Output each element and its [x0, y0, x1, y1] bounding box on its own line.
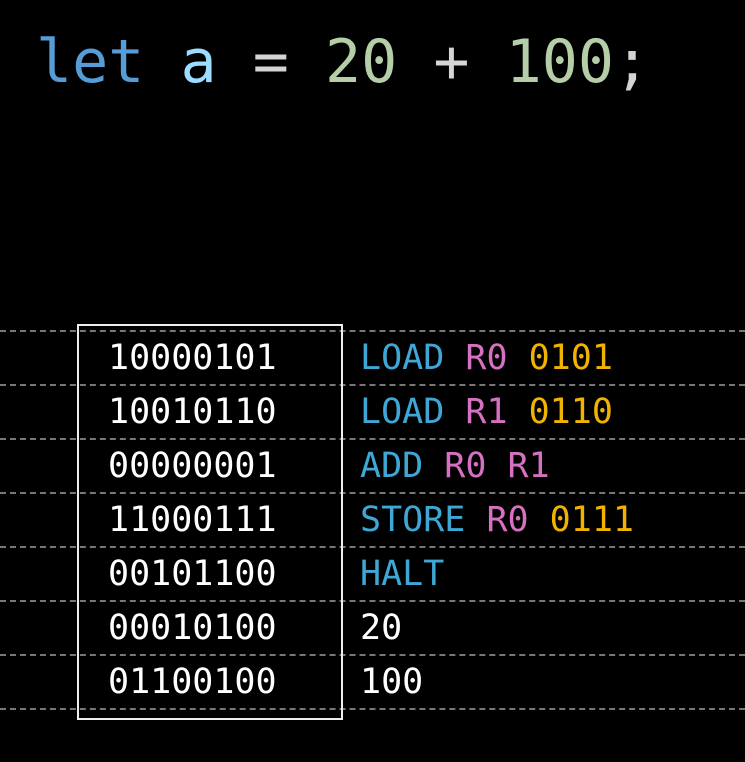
assembly-instruction: 20	[360, 601, 402, 655]
binary-value: 10000101	[108, 338, 277, 378]
assembly-instruction: LOAD R0 0101	[360, 331, 613, 385]
row-divider	[0, 330, 745, 332]
memory-row: 01100100 100	[0, 655, 745, 709]
data-value: 100	[360, 662, 424, 702]
row-divider	[0, 384, 745, 386]
assembly-instruction: STORE R0 0111	[360, 493, 634, 547]
keyword-let: let	[36, 27, 145, 97]
register: R0	[444, 446, 487, 486]
data-value: 20	[360, 608, 403, 648]
address: 0110	[528, 392, 613, 432]
assembly-instruction: ADD R0 R1	[360, 439, 550, 493]
address: 0101	[528, 338, 613, 378]
opcode: LOAD	[360, 338, 445, 378]
memory-row: 10000101 LOAD R0 0101	[0, 331, 745, 385]
assembly-instruction: HALT	[360, 547, 444, 601]
row-divider	[0, 546, 745, 548]
number-left: 20	[325, 27, 398, 97]
register: R0	[465, 338, 508, 378]
opcode: LOAD	[360, 392, 445, 432]
address: 0111	[549, 500, 634, 540]
row-divider	[0, 492, 745, 494]
row-divider	[0, 438, 745, 440]
binary-value: 00010100	[108, 608, 277, 648]
memory-row: 00101100 HALT	[0, 547, 745, 601]
semicolon: ;	[614, 27, 651, 97]
register: R0	[486, 500, 529, 540]
row-divider	[0, 654, 745, 656]
register: R1	[465, 392, 508, 432]
row-divider	[0, 600, 745, 602]
binary-value: 00000001	[108, 446, 277, 486]
variable-a: a	[180, 27, 217, 97]
binary-value: 11000111	[108, 500, 277, 540]
memory-row: 11000111 STORE R0 0111	[0, 493, 745, 547]
source-code-line: let a = 20 + 100;	[36, 22, 650, 102]
memory-row: 00010100 20	[0, 601, 745, 655]
binary-value: 10010110	[108, 392, 277, 432]
plus-operator: +	[433, 27, 470, 97]
number-right: 100	[505, 27, 614, 97]
assembly-instruction: 100	[360, 655, 423, 709]
assign-operator: =	[252, 27, 289, 97]
memory-row: 10010110 LOAD R1 0110	[0, 385, 745, 439]
opcode: ADD	[360, 446, 424, 486]
opcode: HALT	[360, 554, 445, 594]
binary-value: 01100100	[108, 662, 277, 702]
memory-row: 00000001 ADD R0 R1	[0, 439, 745, 493]
binary-memory-box	[77, 324, 343, 720]
register: R1	[507, 446, 550, 486]
binary-value: 00101100	[108, 554, 277, 594]
opcode: STORE	[360, 500, 466, 540]
assembly-instruction: LOAD R1 0110	[360, 385, 613, 439]
row-divider	[0, 708, 745, 710]
